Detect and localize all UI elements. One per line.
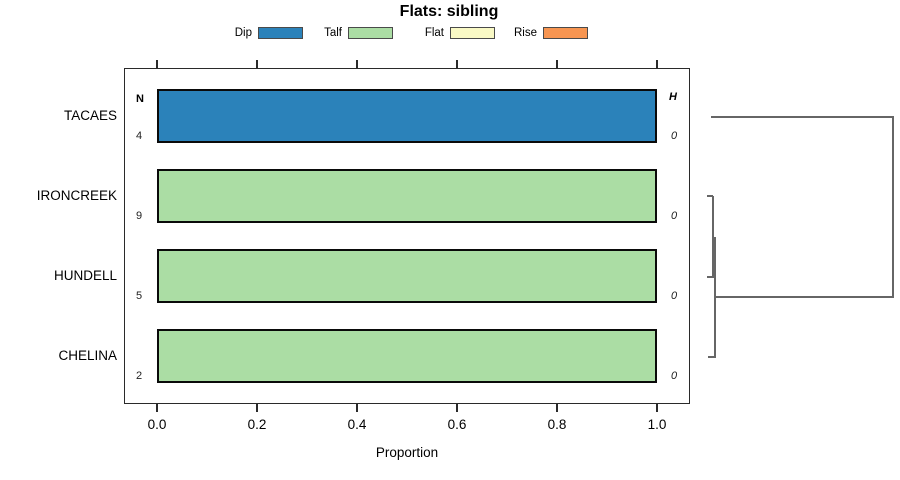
h-value: 0 xyxy=(671,290,678,302)
legend-item-talf: Talf xyxy=(310,25,393,41)
n-value: 5 xyxy=(136,290,143,302)
x-tick-label: 1.0 xyxy=(647,417,667,432)
row-label-tacaes: TACAES xyxy=(63,108,117,123)
x-tick-label: 0.4 xyxy=(347,417,367,432)
bar-chelina xyxy=(157,329,657,383)
x-tick-bottom xyxy=(156,404,158,412)
x-tick-bottom xyxy=(456,404,458,412)
legend-swatch-rise xyxy=(543,27,588,39)
x-tick-top xyxy=(256,60,258,68)
x-axis-title: Proportion xyxy=(375,445,439,460)
dendrogram-segment-ironcreek-stub xyxy=(707,195,713,197)
row-label-hundell: HUNDELL xyxy=(53,268,117,283)
legend-label-flat: Flat xyxy=(424,27,444,39)
bar-tacaes xyxy=(157,89,657,143)
x-tick-bottom xyxy=(356,404,358,412)
x-tick-top xyxy=(456,60,458,68)
bar-ironcreek xyxy=(157,169,657,223)
dendrogram-segment-root-vertical xyxy=(892,116,894,298)
x-tick-top xyxy=(556,60,558,68)
n-value: 2 xyxy=(136,370,143,382)
legend-item-flat: Flat xyxy=(412,25,495,41)
dendrogram-segment-chelina-stub xyxy=(708,356,715,358)
x-tick-label: 0.0 xyxy=(147,417,167,432)
x-tick-label: 0.6 xyxy=(447,417,467,432)
legend-label-rise: Rise xyxy=(513,27,537,39)
h-value: 0 xyxy=(671,370,678,382)
n-value: 4 xyxy=(136,130,143,142)
x-tick-top xyxy=(156,60,158,68)
x-tick-bottom xyxy=(556,404,558,412)
h-column-header: H xyxy=(669,91,677,103)
x-tick-label: 0.2 xyxy=(247,417,267,432)
bar-hundell xyxy=(157,249,657,303)
x-tick-top xyxy=(356,60,358,68)
legend-item-dip: Dip xyxy=(220,25,303,41)
legend-swatch-talf xyxy=(348,27,393,39)
legend-label-talf: Talf xyxy=(324,27,342,39)
legend-label-dip: Dip xyxy=(234,27,252,39)
h-value: 0 xyxy=(671,210,678,222)
chart-title: Flats: sibling xyxy=(399,3,499,20)
dendrogram-segment-cluster-horizontal xyxy=(715,296,894,298)
dendrogram-segment-hundell-stub xyxy=(707,276,713,278)
dendrogram-segment-merge1-vertical xyxy=(712,196,714,278)
n-column-header: N xyxy=(136,93,144,105)
dendrogram-segment-tacaes-leaf xyxy=(711,116,894,118)
legend-swatch-flat xyxy=(450,27,495,39)
legend-swatch-dip xyxy=(258,27,303,39)
x-tick-bottom xyxy=(256,404,258,412)
legend-item-rise: Rise xyxy=(505,25,588,41)
row-label-chelina: CHELINA xyxy=(58,348,117,363)
n-value: 9 xyxy=(136,210,143,222)
h-value: 0 xyxy=(671,130,678,142)
x-tick-label: 0.8 xyxy=(547,417,567,432)
row-label-ironcreek: IRONCREEK xyxy=(36,188,117,203)
dendrogram-segment-merge2-vertical xyxy=(714,237,716,358)
x-tick-top xyxy=(656,60,658,68)
x-tick-bottom xyxy=(656,404,658,412)
